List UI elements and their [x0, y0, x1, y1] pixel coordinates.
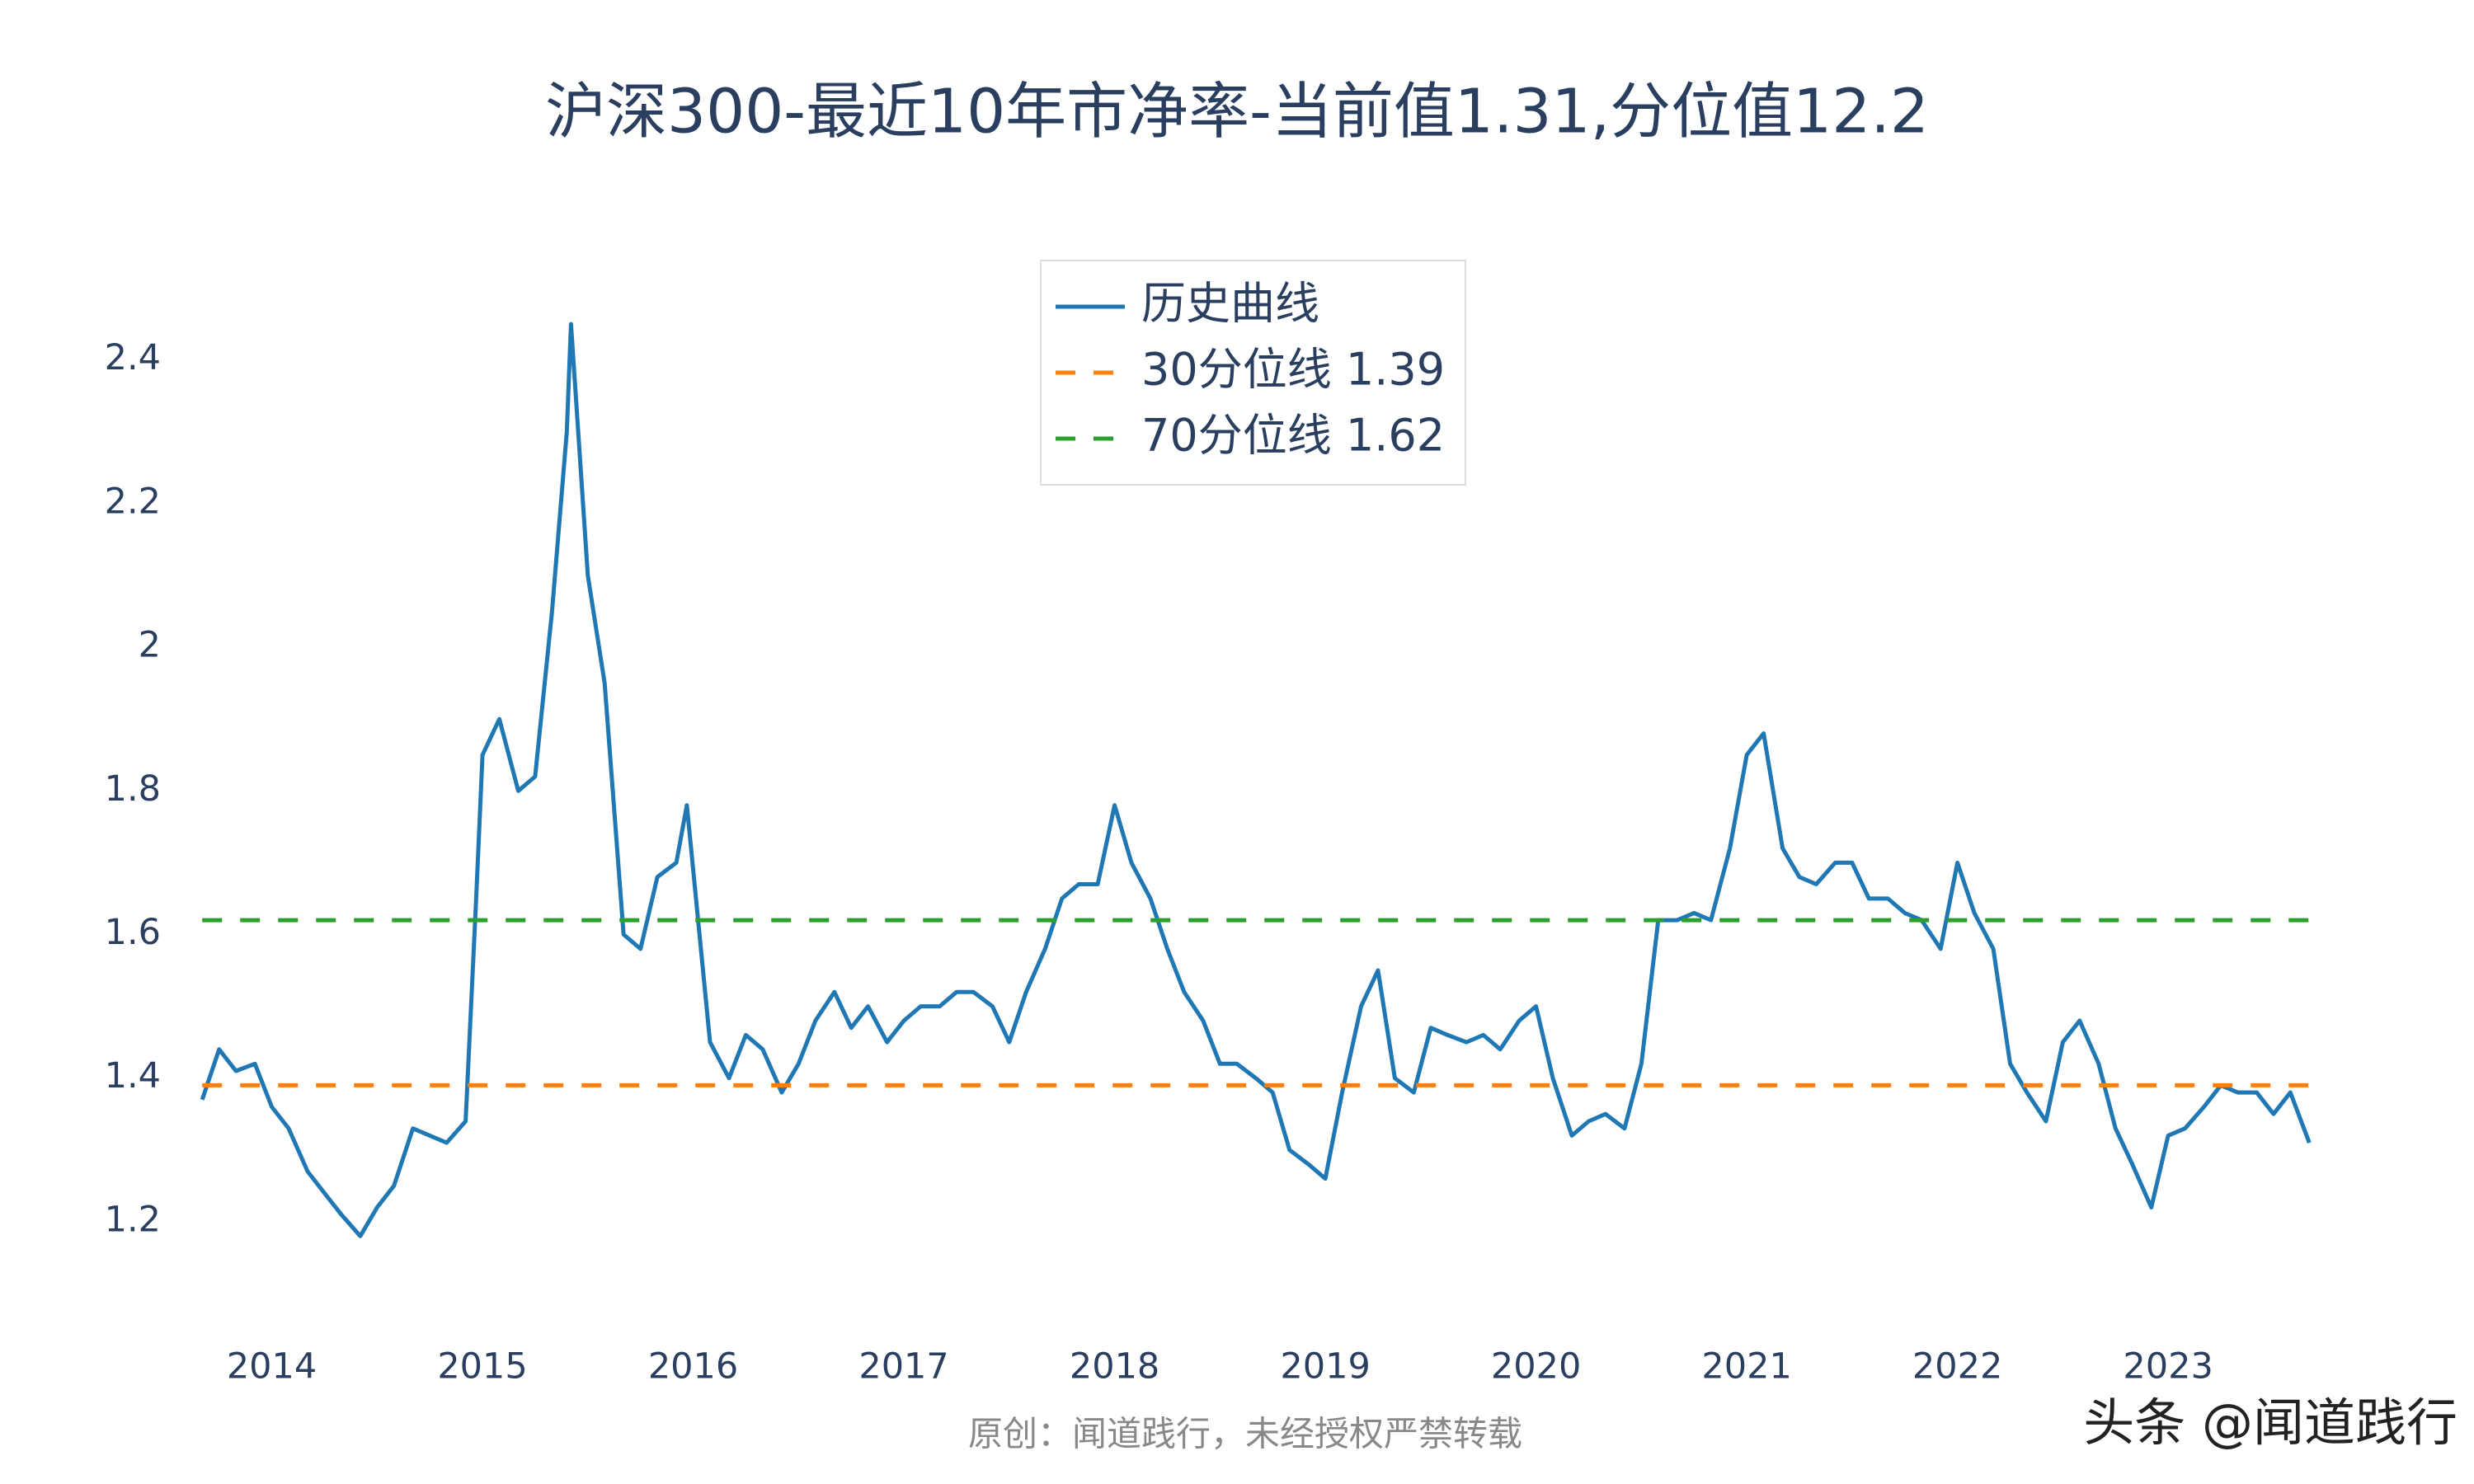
x-tick-label: 2018: [1070, 1346, 1159, 1388]
watermark: 头条 @闻道践行: [2083, 1392, 2458, 1453]
y-tick-label: 1.2: [105, 1199, 161, 1240]
x-tick-label: 2017: [858, 1346, 948, 1388]
x-tick-label: 2015: [437, 1346, 527, 1388]
x-tick-label: 2020: [1491, 1346, 1581, 1388]
x-tick-label: 2016: [648, 1346, 738, 1388]
x-tick-label: 2014: [227, 1346, 317, 1388]
y-tick-label: 2: [139, 625, 161, 666]
y-tick-label: 2.4: [105, 337, 161, 378]
y-tick-label: 2.2: [105, 481, 161, 522]
y-tick-label: 1.4: [105, 1055, 161, 1097]
x-tick-label: 2019: [1280, 1346, 1370, 1388]
x-tick-label: 2023: [2123, 1346, 2213, 1388]
footnote: 原创：闻道践行，未经授权严禁转载: [968, 1414, 1522, 1454]
history-line: [200, 322, 2312, 1238]
y-tick-label: 1.8: [105, 768, 161, 810]
y-tick-label: 1.6: [105, 912, 161, 953]
legend-label: 30分位线 1.39: [1141, 344, 1445, 396]
chart-title: 沪深300-最近10年市净率-当前值1.31,分位值12.2: [545, 77, 1929, 148]
x-tick-label: 2022: [1912, 1346, 2002, 1388]
x-tick-label: 2021: [1701, 1346, 1791, 1388]
legend-label: 历史曲线: [1141, 278, 1319, 330]
legend-label: 70分位线 1.62: [1141, 410, 1445, 462]
